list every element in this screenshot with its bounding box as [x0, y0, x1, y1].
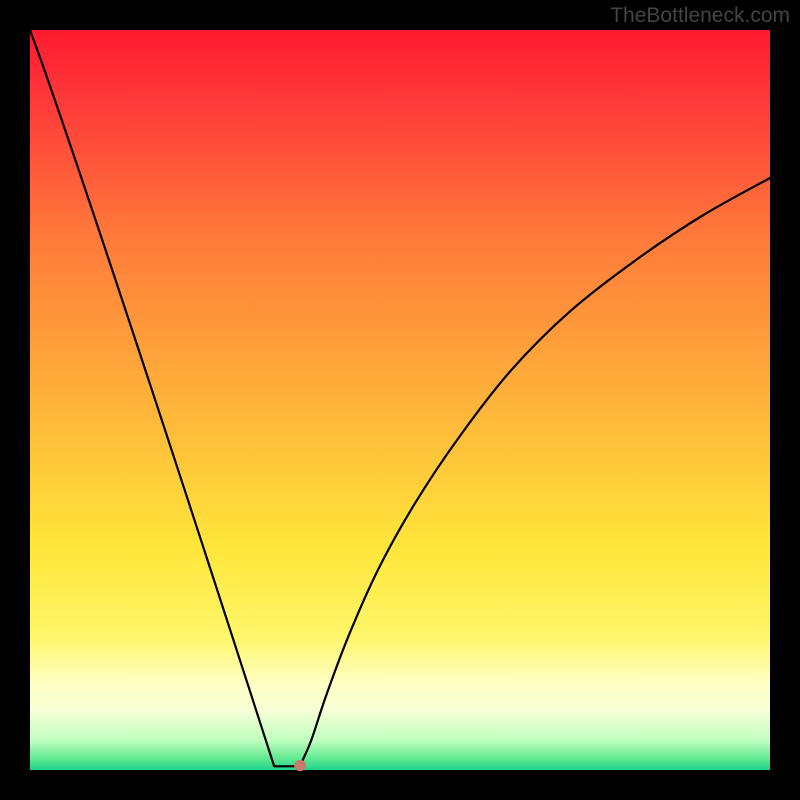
watermark-text: TheBottleneck.com	[610, 4, 790, 28]
bottleneck-chart	[0, 0, 800, 800]
optimum-marker	[294, 760, 306, 771]
plot-area	[30, 30, 770, 770]
chart-frame: TheBottleneck.com	[0, 0, 800, 800]
